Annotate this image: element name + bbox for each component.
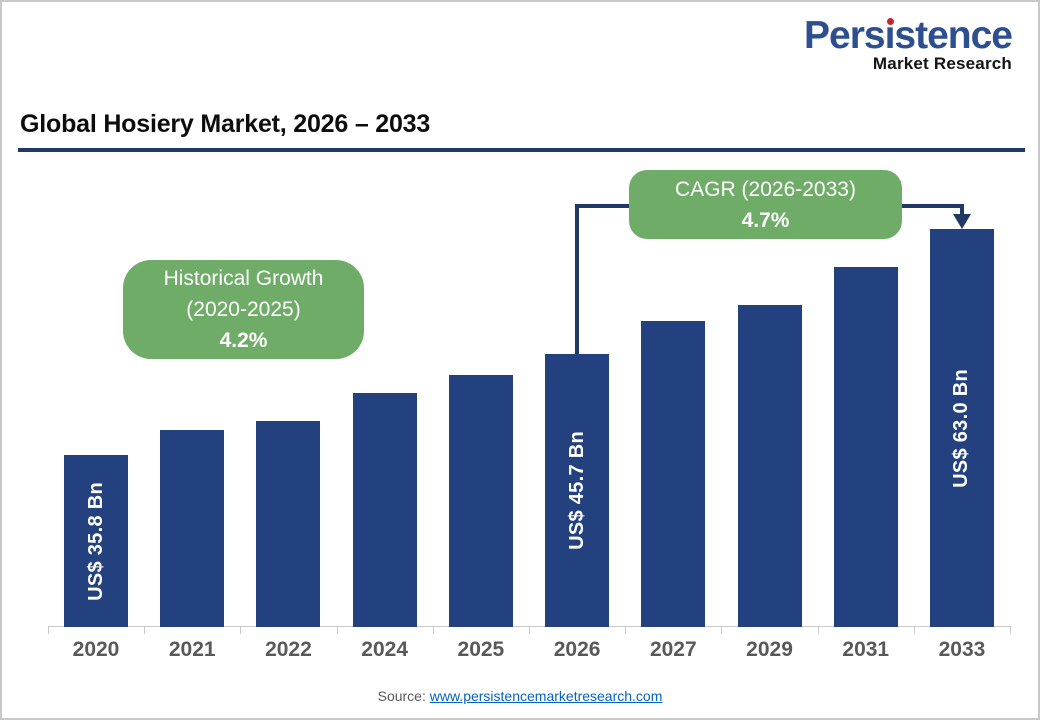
x-axis-tick <box>913 626 915 634</box>
bar-2020: US$ 35.8 Bn <box>64 455 128 627</box>
x-axis-tick <box>48 626 49 634</box>
bar-2031 <box>833 267 898 627</box>
bar-value-label-2020: US$ 35.8 Bn <box>84 481 107 601</box>
x-tick-label-2029: 2029 <box>746 638 793 661</box>
x-axis-tick <box>336 626 338 634</box>
bar-2026: US$ 45.7 Bn <box>545 354 610 627</box>
cagr-label: CAGR (2026-2033) <box>675 177 856 201</box>
x-axis-tick <box>817 626 819 634</box>
x-axis-tick <box>721 626 723 634</box>
x-tick-label-2020: 2020 <box>72 638 120 661</box>
page-title: Global Hosiery Market, 2026 – 2033 <box>20 110 431 138</box>
x-axis-tick <box>529 626 530 634</box>
bar-2022 <box>256 421 321 627</box>
historical-growth-label: Historical Growth <box>163 267 324 290</box>
cagr-connector-left-horizontal <box>575 204 633 208</box>
x-axis-tick <box>625 626 627 634</box>
x-tick-label-2022: 2022 <box>265 638 312 661</box>
historical-growth-value: 4.2% <box>219 329 268 352</box>
bar-value-label-2026: US$ 45.7 Bn <box>565 431 588 550</box>
x-tick-label-2033: 2033 <box>938 638 986 661</box>
title-divider <box>18 148 1025 152</box>
bar-2029 <box>737 305 802 627</box>
logo-tagline: Market Research <box>872 53 1012 73</box>
x-axis-tick <box>1010 626 1011 634</box>
x-tick-label-2021: 2021 <box>168 638 216 661</box>
logo-wordmark: Persıstence <box>804 14 1013 57</box>
x-axis-tick <box>144 626 146 634</box>
bar-2024 <box>352 393 417 627</box>
brand-logo: Persıstence Market Research <box>804 14 1013 74</box>
bar-2027 <box>641 321 706 627</box>
x-axis-tick <box>432 626 434 634</box>
x-tick-label-2025: 2025 <box>457 638 505 661</box>
bar-2025 <box>448 375 513 627</box>
cagr-connector-right-vertical <box>960 204 964 216</box>
x-axis-tick <box>240 626 242 634</box>
historical-growth-callout: Historical Growth (2020-2025) 4.2% <box>123 260 364 359</box>
source-link[interactable]: www.persistencemarketresearch.com <box>429 688 663 704</box>
x-tick-label-2031: 2031 <box>842 638 890 661</box>
cagr-connector-right-horizontal <box>900 204 964 208</box>
logo-red-dot-i: ı <box>884 14 896 57</box>
bar-value-label-2033: US$ 63.0 Bn <box>950 368 973 488</box>
x-tick-label-2027: 2027 <box>649 638 697 661</box>
cagr-connector-left-vertical <box>575 204 579 354</box>
source-line: Source: www.persistencemarketresearch.co… <box>2 688 1038 704</box>
arrow-down-icon <box>953 214 971 229</box>
x-tick-label-2026: 2026 <box>553 638 601 661</box>
bar-2033: US$ 63.0 Bn <box>929 229 994 627</box>
cagr-value: 4.7% <box>741 208 790 232</box>
cagr-callout: CAGR (2026-2033) 4.7% <box>629 170 902 239</box>
source-prefix: Source: <box>377 688 430 704</box>
x-tick-label-2024: 2024 <box>361 638 409 661</box>
historical-growth-period: (2020-2025) <box>186 298 301 321</box>
bar-2021 <box>160 430 225 627</box>
